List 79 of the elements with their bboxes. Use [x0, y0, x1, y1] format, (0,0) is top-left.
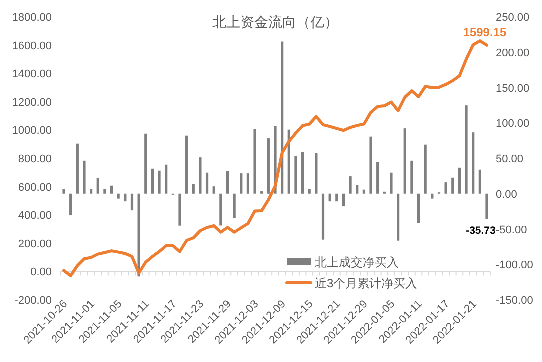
bar [192, 184, 195, 194]
y2-tick-label: 250.00 [496, 12, 530, 24]
bar [212, 186, 216, 194]
bar [322, 194, 325, 240]
bar [336, 194, 338, 202]
y2-tick-label: -50.00 [496, 224, 528, 236]
bar [110, 186, 114, 194]
bar [417, 194, 420, 224]
bar [62, 189, 66, 194]
bar [458, 168, 461, 194]
y2-tick-label: 0.00 [496, 188, 518, 201]
bar [294, 156, 298, 194]
bar [370, 136, 372, 194]
y2-tick-label: -100.00 [496, 260, 534, 272]
y2-tick-label: 200.00 [496, 47, 530, 60]
legend-label: 近3个月累计净买入 [315, 276, 418, 290]
bar [240, 174, 243, 194]
y2-tick-label: 50.00 [496, 154, 524, 166]
bar [233, 194, 236, 218]
bar [478, 170, 482, 194]
data-label: -35.73 [466, 225, 496, 238]
bar [144, 134, 148, 194]
y-tick-label: 200.00 [18, 238, 52, 250]
bar [342, 194, 346, 207]
legend-label: 北上成交净买入 [315, 256, 399, 270]
bar [397, 194, 400, 241]
bar [376, 162, 380, 194]
y-tick-label: 1400.00 [12, 68, 52, 81]
bar [424, 144, 427, 194]
bar [465, 106, 468, 194]
y-tick-label: 1200.00 [12, 96, 52, 109]
bar [267, 138, 270, 194]
y-tick-label: 600.00 [18, 182, 52, 194]
bar [70, 194, 72, 216]
bar [390, 172, 393, 194]
bar [76, 144, 79, 194]
y-tick-label: 400.00 [18, 210, 52, 222]
bar [349, 176, 352, 194]
y-tick-label: 0.00 [30, 266, 52, 279]
bar [226, 171, 230, 194]
bar [254, 129, 256, 194]
bar [83, 160, 86, 194]
bar [362, 190, 366, 194]
bar [308, 189, 311, 194]
bar [158, 170, 161, 194]
bar [199, 158, 202, 194]
bar [130, 194, 134, 211]
bar [328, 194, 332, 202]
bar [431, 194, 434, 199]
bar [124, 194, 127, 202]
bar [356, 185, 359, 194]
data-label: 1599.15 [463, 25, 507, 40]
bar [104, 189, 106, 194]
y-tick-label: 1600.00 [12, 40, 52, 52]
bar [165, 164, 168, 194]
bar [206, 172, 209, 194]
y-tick-label: 1800.00 [12, 12, 52, 24]
bar [404, 128, 406, 194]
bar [410, 160, 414, 194]
bar [472, 132, 475, 194]
y2-tick-label: 100.00 [496, 118, 530, 130]
bar [220, 194, 222, 226]
chart-title: 北上资金流向（亿） [212, 14, 338, 30]
bar [151, 168, 154, 194]
y2-tick-label: 150.00 [496, 82, 530, 95]
bar [246, 174, 250, 194]
bar [178, 194, 182, 226]
bar [96, 178, 100, 194]
bar [186, 136, 188, 194]
bar [117, 194, 120, 199]
bar [301, 152, 304, 194]
bar [90, 189, 93, 194]
y-tick-label: 800.00 [18, 154, 52, 166]
y2-tick-label: -150.00 [496, 295, 534, 307]
bar [486, 194, 488, 220]
bar [444, 182, 448, 194]
bar [452, 178, 454, 194]
y-tick-label: 1000.00 [12, 125, 52, 138]
bar [315, 153, 318, 194]
